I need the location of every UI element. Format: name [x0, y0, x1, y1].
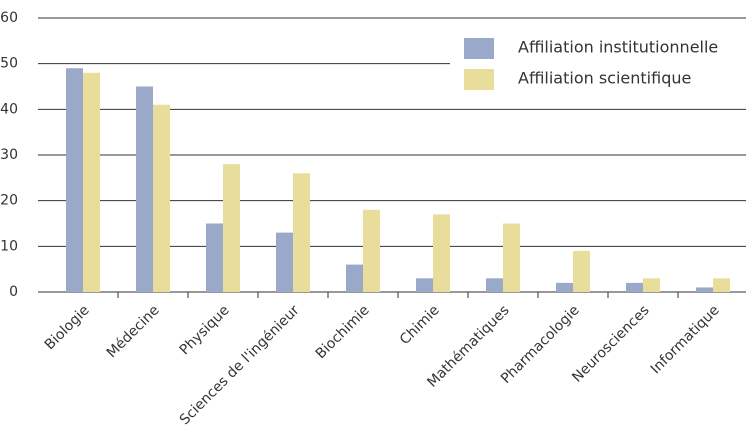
bar	[416, 278, 433, 292]
bar	[556, 282, 573, 292]
x-tick-label: Physique	[177, 302, 233, 358]
y-tick-label: 50	[0, 56, 18, 72]
x-tick-label: Informatique	[648, 302, 723, 377]
bar	[83, 72, 100, 292]
bar	[276, 232, 293, 292]
y-tick-label: 0	[9, 284, 18, 300]
bar	[696, 287, 713, 292]
legend-swatch	[464, 38, 494, 59]
y-tick-label: 20	[0, 193, 18, 209]
bar	[643, 278, 660, 292]
y-tick-label: 40	[0, 101, 18, 117]
x-tick-label: Sciences de l'ingénieur	[177, 302, 303, 426]
y-tick-label: 60	[0, 10, 18, 26]
y-tick-label: 30	[0, 147, 18, 163]
bar	[486, 278, 503, 292]
y-tick-label: 10	[0, 238, 18, 254]
legend-text: Affiliation scientifique	[518, 69, 691, 88]
x-tick-label: Médecine	[104, 302, 163, 361]
bar	[293, 173, 310, 292]
x-tick-label: Chimie	[397, 302, 443, 348]
legend-text: Affiliation institutionnelle	[518, 38, 718, 57]
bar	[713, 278, 730, 292]
x-tick-label: Biochimie	[313, 302, 373, 362]
bar	[223, 164, 240, 292]
bar	[136, 86, 153, 292]
legend-swatch	[464, 69, 494, 90]
bar	[363, 209, 380, 292]
bar	[66, 68, 83, 292]
x-tick-label: Biologie	[42, 302, 93, 353]
bar	[153, 104, 170, 293]
bar	[626, 282, 643, 292]
bar	[206, 223, 223, 292]
x-tick-label: Neurosciences	[569, 302, 652, 385]
bar	[346, 264, 363, 292]
bar	[503, 223, 520, 292]
legend-box	[450, 28, 746, 98]
bar	[573, 250, 590, 292]
bar	[433, 214, 450, 292]
